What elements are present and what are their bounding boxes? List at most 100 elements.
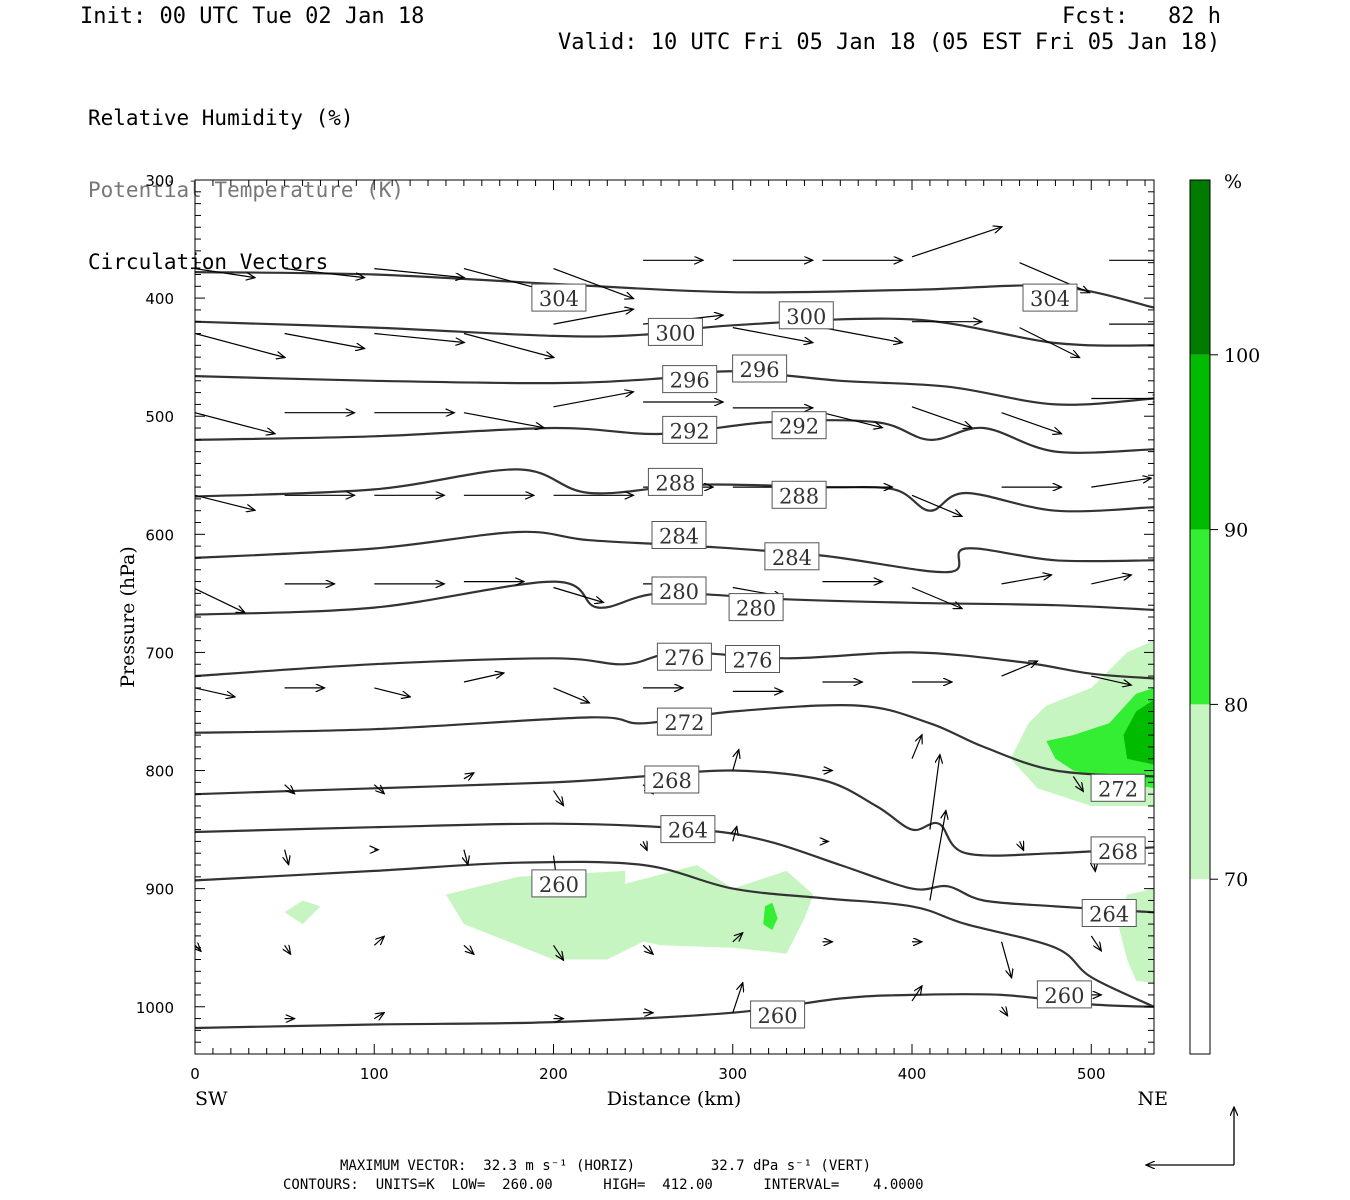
circulation-vector — [463, 673, 504, 683]
contour-label-272: 272 — [1090, 773, 1146, 802]
circulation-vector — [553, 309, 634, 325]
theta-contour-272-8 — [195, 704, 1154, 778]
circulation-vector — [374, 268, 464, 278]
circulation-vector — [929, 755, 940, 830]
y-tick-label: 600 — [145, 526, 174, 544]
contour-label-304: 304 — [1022, 283, 1078, 312]
circulation-vector — [373, 936, 384, 946]
contour-label-284: 284 — [764, 542, 820, 571]
colorbar-swatch — [1190, 704, 1210, 880]
circulation-vector — [1001, 412, 1062, 434]
circulation-vector — [553, 586, 604, 603]
circulation-vector — [911, 494, 962, 516]
rh-region-70-1 — [607, 865, 814, 954]
circulation-vector — [463, 332, 554, 358]
circulation-vector — [285, 945, 291, 954]
contour-label-260: 260 — [1036, 980, 1092, 1009]
circulation-vector — [911, 227, 1002, 258]
circulation-vector — [732, 750, 739, 771]
contour-label-260: 260 — [531, 869, 587, 898]
circulation-vector — [195, 588, 245, 613]
contour-label-272: 272 — [656, 707, 712, 736]
contour-label-288: 288 — [647, 467, 703, 496]
contour-label-296: 296 — [732, 354, 788, 383]
circulation-vector — [911, 586, 962, 609]
field-legend: Relative Humidity (%) Potential Temperat… — [88, 58, 404, 298]
circulation-vector — [284, 784, 295, 794]
contour-label-280: 280 — [651, 576, 707, 605]
circulation-vector — [643, 841, 647, 850]
colorbar-swatch — [1190, 529, 1210, 705]
y-tick-label: 900 — [145, 881, 174, 899]
theta-contour-284-5 — [195, 530, 1154, 574]
circulation-vector — [1001, 661, 1038, 677]
circulation-vector — [1019, 262, 1090, 293]
contour-label-text: 300 — [655, 321, 695, 345]
contour-label-276: 276 — [656, 642, 712, 671]
contour-label-264: 264 — [660, 815, 716, 844]
circulation-vector — [374, 687, 410, 697]
circulation-vector — [1072, 776, 1083, 791]
theta-contour-264-10 — [195, 822, 1154, 914]
contour-label-text: 304 — [1030, 287, 1070, 311]
circulation-vector — [732, 933, 743, 943]
contour-label-text: 288 — [779, 484, 819, 508]
y-axis-title: Pressure (hPa) — [117, 546, 139, 688]
contour-label-text: 304 — [539, 287, 579, 311]
contour-label-text: 272 — [1098, 777, 1138, 801]
circulation-vector — [1002, 1007, 1008, 1016]
init-time: Init: 00 UTC Tue 02 Jan 18 — [80, 4, 425, 29]
circulation-vector — [195, 494, 255, 510]
contour-label-300: 300 — [778, 301, 834, 330]
contour-label-text: 260 — [1044, 984, 1084, 1008]
circulation-vector — [1020, 841, 1024, 850]
circulation-vector — [195, 687, 235, 697]
circulation-vector — [195, 412, 275, 434]
circulation-vector — [463, 773, 474, 779]
contour-label-text: 280 — [659, 580, 699, 604]
contour-label-text: 268 — [1098, 840, 1138, 864]
contour-label-text: 260 — [539, 873, 579, 897]
contour-label-text: 284 — [659, 525, 699, 549]
circulation-vector — [911, 406, 972, 428]
contour-label-284: 284 — [651, 521, 707, 549]
theta-contour-304-0 — [195, 271, 1154, 309]
circulation-vector — [553, 790, 564, 806]
circulation-vector — [1091, 675, 1131, 685]
circulation-vector — [284, 332, 365, 349]
circulation-vector — [822, 412, 882, 428]
circulation-vector — [464, 849, 468, 865]
circulation-vector — [1019, 327, 1080, 358]
contour-label-268: 268 — [1090, 836, 1146, 865]
theta-contour-268-9 — [195, 769, 1154, 857]
max-vector-note: MAXIMUM VECTOR: 32.3 m s⁻¹ (HORIZ) 32.7 … — [340, 1158, 872, 1174]
circulation-vector — [553, 687, 590, 703]
theta-contour-260-12 — [195, 993, 1154, 1030]
valid-time: Valid: 10 UTC Fri 05 Jan 18 (05 EST Fri … — [558, 30, 1221, 55]
x-tick-label: 400 — [898, 1065, 927, 1083]
colorbar-label: 80 — [1224, 694, 1248, 716]
contour-label-260: 260 — [750, 1000, 806, 1029]
circulation-vector — [733, 826, 737, 842]
legend-rh: Relative Humidity (%) — [88, 106, 354, 130]
colorbar-frame — [1189, 179, 1211, 1055]
contour-label-text: 280 — [736, 597, 776, 621]
contour-label-296: 296 — [662, 365, 718, 394]
circulation-vector — [373, 784, 384, 794]
rh-region-90-7 — [1123, 699, 1154, 765]
colorbar-swatch — [1190, 180, 1210, 355]
colorbar-swatch — [1190, 879, 1210, 1054]
contour-label-text: 292 — [779, 415, 819, 439]
circulation-vector — [195, 268, 255, 278]
contour-label-text: 300 — [786, 305, 826, 329]
contour-label-text: 264 — [1089, 903, 1129, 927]
contour-label-text: 276 — [664, 646, 704, 670]
circulation-vector — [1001, 575, 1052, 585]
y-tick-label: 300 — [145, 172, 174, 190]
x-left-end-label: SW — [195, 1088, 228, 1110]
contour-label-text: 288 — [655, 471, 695, 495]
circulation-vector — [553, 944, 564, 960]
contour-label-300: 300 — [647, 317, 703, 346]
circulation-vector — [284, 268, 365, 278]
colorbar-swatch — [1190, 354, 1210, 530]
